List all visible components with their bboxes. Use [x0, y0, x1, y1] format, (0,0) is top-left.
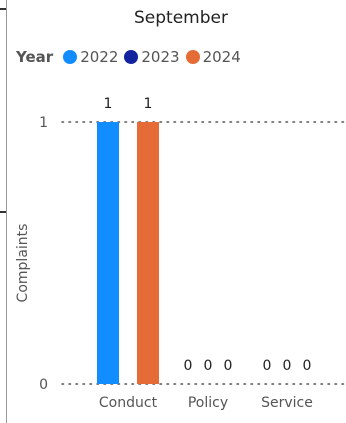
- legend-entry-2022[interactable]: 2022: [63, 48, 118, 66]
- data-label: 0: [283, 358, 292, 374]
- x-tick-label: Service: [261, 395, 313, 411]
- legend-label: 2022: [80, 48, 119, 66]
- data-label: 0: [184, 358, 193, 374]
- legend-entry-2024[interactable]: 2024: [185, 48, 241, 66]
- data-label: 1: [104, 96, 113, 112]
- data-label: 0: [224, 358, 233, 374]
- legend: Year 2022 2023 2024: [16, 48, 247, 66]
- y-tick-label: 1: [39, 115, 48, 131]
- x-tick-label: Policy: [188, 395, 228, 411]
- y-tick-label: 0: [39, 377, 48, 393]
- legend-label: 2024: [202, 48, 241, 66]
- frame-mark: [0, 8, 6, 10]
- y-axis-title: Complaints: [15, 224, 31, 303]
- x-tick-label: Conduct: [99, 395, 158, 411]
- legend-dot-icon: [124, 50, 139, 64]
- bar: [137, 122, 159, 384]
- visual-frame-edge: [0, 0, 7, 423]
- bar: [97, 122, 119, 384]
- data-label: 1: [144, 96, 153, 112]
- legend-dot-icon: [185, 50, 200, 64]
- frame-mark: [0, 211, 6, 213]
- chart-title: September: [134, 8, 228, 28]
- data-label: 0: [204, 358, 213, 374]
- legend-dot-icon: [63, 50, 78, 64]
- data-label: 0: [303, 358, 312, 374]
- legend-entry-2023[interactable]: 2023: [124, 48, 180, 66]
- legend-label: 2023: [141, 48, 180, 66]
- legend-title: Year: [16, 48, 54, 66]
- data-label: 0: [263, 358, 272, 374]
